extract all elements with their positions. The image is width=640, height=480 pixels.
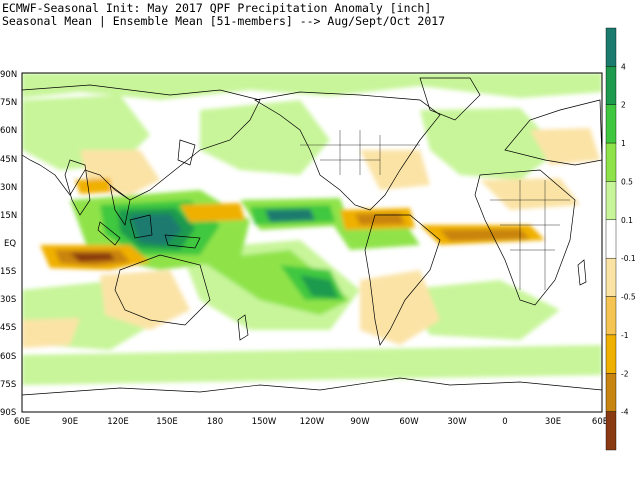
lon-label: 60W <box>399 417 419 427</box>
lat-label: 90S <box>0 408 16 418</box>
wet-patch-southatl <box>400 280 560 340</box>
colorbar-label: -4 <box>621 408 629 417</box>
lon-label: 150W <box>252 417 277 427</box>
colorbar-swatch <box>605 181 617 221</box>
wet-max-spcz <box>300 275 338 298</box>
coast-antarctica <box>22 377 602 396</box>
colorbar-swatch <box>605 411 617 451</box>
dry-max-carib <box>355 213 405 225</box>
coast-borneo <box>129 214 153 239</box>
coast-eurasia <box>22 84 261 201</box>
lon-label: 30W <box>447 417 467 427</box>
coast-australia <box>114 254 211 326</box>
colorbar-swatch <box>605 142 617 182</box>
borders-north-america <box>300 130 420 175</box>
lat-label: 75N <box>0 98 17 108</box>
dry-patch-europe <box>530 128 600 165</box>
colorbar: 4 2 1 0.5 0.1 -0.1 -0.5 -1 -2 -4 <box>605 27 636 451</box>
colorbar-label: 1 <box>621 139 626 148</box>
colorbar-swatch <box>605 296 617 336</box>
colorbar-label: 2 <box>621 101 626 110</box>
colorbar-label: -1 <box>621 331 629 340</box>
coastlines <box>22 77 602 396</box>
wet-max-core <box>130 214 182 245</box>
borders-africa <box>490 180 570 290</box>
lon-label: 0 <box>502 417 507 427</box>
chart-title-line-2: Seasonal Mean | Ensemble Mean [51-member… <box>2 14 446 28</box>
colorbar-label: -0.1 <box>621 254 636 263</box>
lat-label: 15N <box>0 211 17 221</box>
dry-patch-scentral <box>360 270 440 345</box>
dry-high-bay <box>75 178 112 194</box>
map-frame <box>21 72 603 413</box>
lat-label: 90N <box>0 70 17 80</box>
colorbar-swatch <box>605 257 617 297</box>
lon-label: 30E <box>545 417 561 427</box>
colorbar-label: -2 <box>621 369 629 378</box>
lon-label: 150E <box>156 417 178 427</box>
coast-madagascar <box>577 259 587 286</box>
dry-patch-austr <box>100 270 190 330</box>
lon-label: 90W <box>350 417 370 427</box>
latitude-axis: 90N 75N 60N 45N 30N 15N EQ 15S 30S 45S 6… <box>0 70 17 418</box>
coast-japan <box>177 139 196 166</box>
anomaly-field <box>22 73 602 396</box>
colorbar-label: -0.5 <box>621 293 636 302</box>
colorbar-swatch <box>605 27 617 67</box>
coast-newguinea <box>164 234 201 249</box>
lat-label: 75S <box>0 380 16 390</box>
colorbar-label: 0.5 <box>621 177 633 186</box>
lon-label: 60E <box>592 417 608 427</box>
dry-max-atl <box>440 229 530 241</box>
chart-title-line-1: ECMWF-Seasonal Init: May 2017 QPF Precip… <box>2 1 432 15</box>
coast-india <box>64 159 91 216</box>
colorbar-swatch <box>605 373 617 412</box>
colorbar-label: 4 <box>621 62 626 71</box>
coast-europe <box>504 99 602 166</box>
dry-patch-southocean <box>22 318 80 348</box>
lat-label: 60N <box>0 126 17 136</box>
coast-south-america <box>364 214 441 346</box>
dry-core-eio <box>70 253 115 262</box>
lon-label: 90E <box>62 417 78 427</box>
coast-north-america <box>254 91 441 211</box>
lon-label: 120E <box>107 417 129 427</box>
lat-label: 30N <box>0 183 17 193</box>
lon-label: 120W <box>300 417 325 427</box>
lat-label: 60S <box>0 352 16 362</box>
colorbar-swatch <box>605 334 617 374</box>
lon-label: 180 <box>207 417 223 427</box>
coast-seasia <box>109 184 131 226</box>
lat-label: EQ <box>4 239 16 249</box>
dry-patch-atl2 <box>480 178 580 210</box>
lat-label: 45N <box>0 155 17 165</box>
wet-patch-npac <box>200 100 330 175</box>
dry-high-np <box>180 203 245 222</box>
wet-max-cpac <box>265 209 315 222</box>
wet-patch-arctic <box>22 73 602 100</box>
lat-label: 30S <box>0 295 16 305</box>
coast-greenland <box>419 77 481 121</box>
longitude-axis: 60E 90E 120E 150E 180 150W 120W 90W 60W … <box>14 417 608 427</box>
colorbar-swatch <box>605 66 617 105</box>
lat-label: 45S <box>0 323 16 333</box>
colorbar-label: 0.1 <box>621 216 633 225</box>
wet-patch-southern <box>22 345 602 385</box>
lon-label: 60E <box>14 417 30 427</box>
coast-nz <box>237 314 249 341</box>
coast-sumatra <box>97 221 121 246</box>
lat-label: 15S <box>0 267 16 277</box>
colorbar-swatch <box>605 104 617 144</box>
coast-africa <box>474 169 576 306</box>
colorbar-swatch <box>605 219 617 259</box>
